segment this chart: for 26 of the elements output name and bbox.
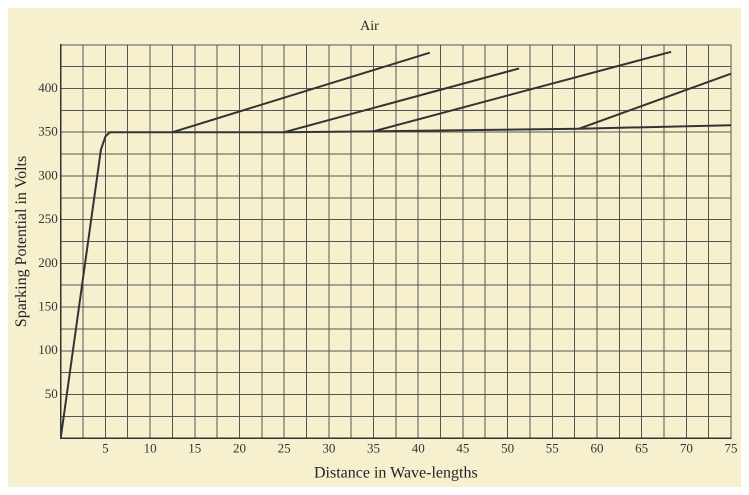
y-axis-title: Sparking Potential in Volts [12,156,30,328]
y-tick-label: 50 [44,386,58,401]
x-tick-label: 35 [367,440,380,456]
y-tick-label: 200 [38,254,58,270]
y-tick-label: 300 [38,167,58,182]
y-tick-label: 400 [38,80,58,95]
x-tick-label: 55 [546,440,559,456]
x-tick-label: 45 [456,440,470,456]
x-tick-label: 10 [144,440,157,456]
x-tick-label: 30 [322,440,336,456]
y-tick-label: 250 [38,211,58,226]
chart-title: Air [360,19,380,34]
x-tick-label: 60 [590,440,604,456]
x-tick-label: 20 [232,440,246,456]
y-tick-label: 150 [38,298,58,314]
x-tick-label: 65 [635,440,648,456]
x-tick-label: 75 [724,440,738,456]
y-tick-label: 100 [38,342,58,358]
y-tick-label: 350 [38,124,58,139]
x-axis-title: Distance in Wave-lengths [314,464,478,482]
x-tick-label: 5 [102,440,109,456]
x-tick-label: 15 [188,440,202,456]
x-tick-label: 40 [412,440,425,456]
x-tick-label: 25 [278,440,291,456]
x-tick-label: 70 [680,440,693,456]
x-tick-label: 50 [501,440,514,456]
